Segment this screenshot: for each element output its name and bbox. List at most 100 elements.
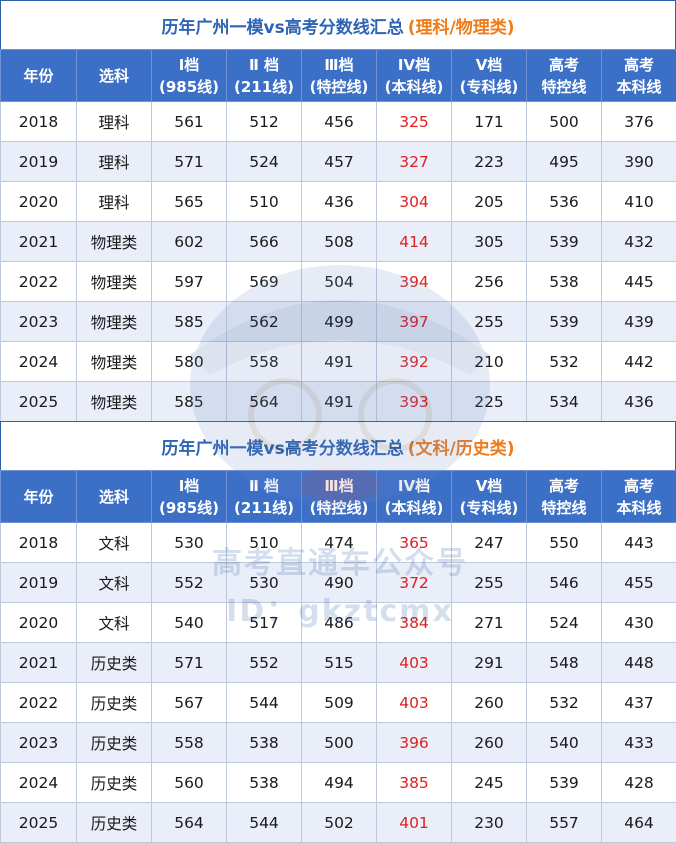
table-cell: 397 [377, 302, 452, 342]
table-cell: 571 [152, 643, 227, 683]
table-cell: 2022 [1, 683, 77, 723]
table-cell: 理科 [77, 142, 152, 182]
table-cell: 2019 [1, 142, 77, 182]
table-cell: 255 [452, 302, 527, 342]
table-cell: 390 [602, 142, 676, 182]
column-header: Ⅱ 档 (211线) [227, 50, 302, 102]
table-cell: 486 [302, 603, 377, 643]
table-cell: 510 [227, 182, 302, 222]
table-cell: 437 [602, 683, 676, 723]
table-cell: 2025 [1, 382, 77, 422]
table-cell: 2021 [1, 222, 77, 262]
table-cell: 225 [452, 382, 527, 422]
column-header: 高考 特控线 [527, 471, 602, 523]
table-cell: 403 [377, 683, 452, 723]
column-header: Ⅲ档 (特控线) [302, 50, 377, 102]
table-cell: 539 [527, 222, 602, 262]
table-cell: 物理类 [77, 262, 152, 302]
table-cell: 532 [527, 683, 602, 723]
table-cell: 571 [152, 142, 227, 182]
table-cell: 538 [527, 262, 602, 302]
table-cell: 567 [152, 683, 227, 723]
table-cell: 443 [602, 523, 676, 563]
table-cell: 530 [152, 523, 227, 563]
table-cell: 442 [602, 342, 676, 382]
table-cell: 理科 [77, 182, 152, 222]
table-cell: 历史类 [77, 763, 152, 803]
column-header: IV档 (本科线) [377, 50, 452, 102]
table-cell: 2018 [1, 102, 77, 142]
table-cell: 560 [152, 763, 227, 803]
table-cell: 491 [302, 382, 377, 422]
table-cell: 530 [227, 563, 302, 603]
table-cell: 物理类 [77, 342, 152, 382]
table-cell: 436 [302, 182, 377, 222]
table-cell: 255 [452, 563, 527, 603]
table-cell: 392 [377, 342, 452, 382]
table-cell: 2020 [1, 182, 77, 222]
table-cell: 539 [527, 763, 602, 803]
table-cell: 546 [527, 563, 602, 603]
table-cell: 410 [602, 182, 676, 222]
table-cell: 385 [377, 763, 452, 803]
table-cell: 509 [302, 683, 377, 723]
table-cell: 524 [527, 603, 602, 643]
table-cell: 401 [377, 803, 452, 843]
table-cell: 256 [452, 262, 527, 302]
table-cell: 602 [152, 222, 227, 262]
table-cell: 403 [377, 643, 452, 683]
table-cell: 2022 [1, 262, 77, 302]
table-cell: 305 [452, 222, 527, 262]
table-cell: 552 [152, 563, 227, 603]
table-cell: 历史类 [77, 643, 152, 683]
column-header: V档 (专科线) [452, 471, 527, 523]
table-cell: 532 [527, 342, 602, 382]
table-cell: 448 [602, 643, 676, 683]
table-cell: 414 [377, 222, 452, 262]
column-header: 年份 [1, 50, 77, 102]
table-cell: 502 [302, 803, 377, 843]
table-cell: 2020 [1, 603, 77, 643]
table-cell: 230 [452, 803, 527, 843]
table-cell: 445 [602, 262, 676, 302]
table-cell: 439 [602, 302, 676, 342]
table-cell: 171 [452, 102, 527, 142]
table-cell: 2019 [1, 563, 77, 603]
column-header: IV档 (本科线) [377, 471, 452, 523]
column-header: 高考 本科线 [602, 471, 676, 523]
table-cell: 文科 [77, 563, 152, 603]
title-category: (理科/物理类) [408, 13, 515, 38]
table-cell: 325 [377, 102, 452, 142]
column-header: I档 (985线) [152, 471, 227, 523]
table-cell: 历史类 [77, 803, 152, 843]
table-cell: 223 [452, 142, 527, 182]
table-cell: 500 [527, 102, 602, 142]
table-cell: 564 [227, 382, 302, 422]
table-cell: 534 [527, 382, 602, 422]
table-cell: 2023 [1, 723, 77, 763]
table-cell: 455 [602, 563, 676, 603]
table-cell: 291 [452, 643, 527, 683]
table-cell: 500 [302, 723, 377, 763]
table-cell: 2024 [1, 763, 77, 803]
table-cell: 544 [227, 683, 302, 723]
table-cell: 499 [302, 302, 377, 342]
table-cell: 562 [227, 302, 302, 342]
table-cell: 540 [527, 723, 602, 763]
table-cell: 457 [302, 142, 377, 182]
table-cell: 428 [602, 763, 676, 803]
